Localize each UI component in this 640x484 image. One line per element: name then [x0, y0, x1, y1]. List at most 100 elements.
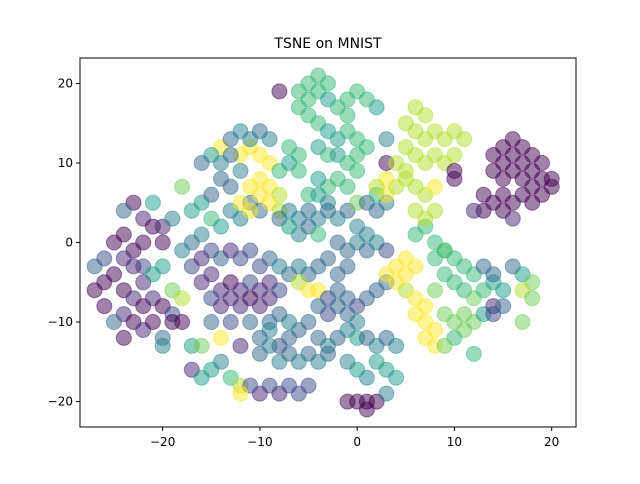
- scatter-point: [86, 282, 103, 299]
- scatter-point: [203, 186, 220, 203]
- scatter-point: [144, 314, 161, 330]
- y-tick-label: 0: [65, 236, 73, 250]
- scatter-point: [242, 242, 259, 259]
- scatter-point: [213, 155, 229, 171]
- scatter-point: [106, 234, 122, 251]
- x-tick-label: 10: [447, 435, 462, 449]
- scatter-point: [339, 178, 356, 195]
- x-tick-label: 0: [353, 435, 361, 449]
- scatter-point: [358, 139, 375, 156]
- scatter-point: [339, 393, 356, 410]
- scatter-point: [213, 353, 229, 370]
- scatter-point: [222, 178, 239, 195]
- scatter-point: [154, 234, 171, 251]
- scatter-point: [310, 170, 327, 187]
- scatter-point: [261, 131, 278, 148]
- scatter-point: [378, 266, 395, 283]
- scatter-point: [358, 91, 375, 108]
- scatter-point: [96, 298, 113, 315]
- scatter-point: [290, 162, 307, 179]
- chart-title: TSNE on MNIST: [273, 36, 382, 52]
- scatter-point: [388, 369, 405, 386]
- scatter-point: [281, 218, 298, 235]
- scatter-point: [203, 314, 220, 330]
- scatter-point: [193, 226, 210, 243]
- scatter-point: [115, 329, 132, 346]
- scatter-point: [213, 329, 229, 346]
- scatter-point: [446, 162, 463, 179]
- scatter-point: [251, 329, 268, 346]
- scatter-point: [378, 131, 395, 148]
- scatter-point: [417, 107, 434, 124]
- scatter-point: [339, 353, 356, 370]
- scatter-point: [465, 202, 482, 219]
- scatter-point: [436, 337, 453, 354]
- ticks-layer: −20 −10 0 10 20 −20 −10 0 10 20: [48, 76, 560, 449]
- x-tick-label: −10: [247, 435, 272, 449]
- scatter-point: [320, 194, 336, 211]
- scatter-point: [154, 337, 171, 354]
- scatter-point: [485, 266, 502, 283]
- scatter-point: [261, 290, 278, 307]
- scatter-point: [193, 337, 210, 354]
- scatter-point: [242, 314, 259, 330]
- scatter-point: [271, 353, 288, 370]
- scatter-point: [514, 170, 531, 187]
- scatter-point: [427, 282, 443, 299]
- scatter-point: [96, 250, 113, 267]
- scatter-point: [164, 210, 181, 227]
- scatter-point: [514, 314, 531, 330]
- scatter-point: [154, 258, 171, 275]
- scatter-point: [125, 258, 142, 275]
- scatter-point: [320, 345, 336, 362]
- scatter-point: [378, 385, 395, 402]
- scatter-point: [193, 155, 210, 171]
- scatter-point: [174, 314, 191, 330]
- scatter-point: [115, 202, 132, 219]
- scatter-point: [495, 155, 512, 171]
- scatter-point: [174, 178, 191, 195]
- scatter-point: [232, 337, 249, 354]
- scatter-point: [174, 242, 191, 259]
- scatter-point: [524, 290, 541, 307]
- y-tick-label: −20: [48, 395, 73, 409]
- scatter-point: [349, 218, 366, 235]
- scatter-point: [495, 298, 512, 315]
- points-layer: [86, 67, 560, 418]
- y-tick-label: −10: [48, 315, 73, 329]
- scatter-point: [427, 202, 443, 219]
- scatter-point: [388, 337, 405, 354]
- x-tick-label: −20: [150, 435, 175, 449]
- scatter-point: [242, 202, 259, 219]
- scatter-point: [203, 266, 220, 283]
- scatter-point: [397, 162, 414, 179]
- scatter-point: [543, 178, 560, 195]
- scatter-point: [495, 282, 512, 299]
- scatter-point: [106, 314, 122, 330]
- scatter-point: [349, 162, 366, 179]
- x-tick-label: 20: [544, 435, 559, 449]
- scatter-point: [271, 306, 288, 323]
- scatter-point: [436, 242, 453, 259]
- scatter-point: [213, 218, 229, 235]
- scatter-point: [271, 258, 288, 275]
- scatter-point: [378, 242, 395, 259]
- scatter-point: [504, 210, 521, 227]
- scatter-point: [232, 385, 249, 402]
- scatter-point: [446, 147, 463, 163]
- scatter-point: [232, 162, 249, 179]
- scatter-point: [174, 290, 191, 307]
- scatter-point: [417, 329, 434, 346]
- scatter-point: [465, 345, 482, 362]
- scatter-point: [271, 83, 288, 100]
- plot-frame: [79, 57, 577, 428]
- scatter-point: [368, 202, 385, 219]
- scatter-point: [524, 194, 541, 211]
- scatter-point: [144, 194, 161, 211]
- scatter-point: [456, 131, 473, 148]
- y-tick-label: 10: [58, 156, 73, 170]
- scatter-point: [290, 385, 307, 402]
- scatter-point: [339, 107, 356, 124]
